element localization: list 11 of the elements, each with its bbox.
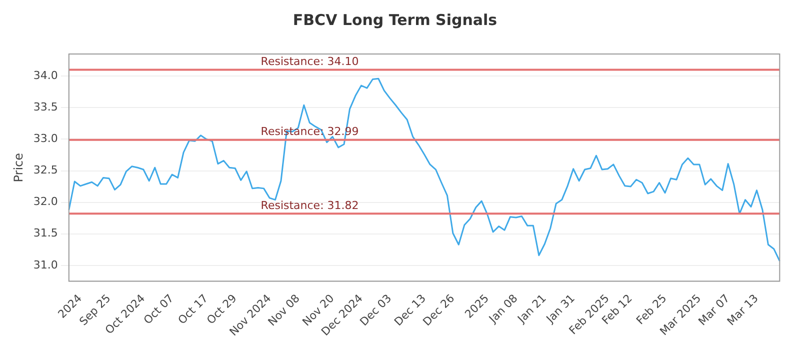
- y-tick-label: 33.5: [33, 100, 58, 114]
- ref-line-label: Resistance: 31.82: [260, 199, 359, 212]
- y-tick-label: 34.0: [33, 68, 58, 82]
- ref-line-label: Resistance: 34.10: [260, 55, 359, 68]
- y-axis-title: Price: [11, 152, 26, 182]
- y-tick-label: 32.5: [33, 164, 58, 177]
- y-tick-label: 31.0: [33, 258, 58, 272]
- y-tick-label: 32.0: [33, 195, 58, 208]
- chart-title: FBCV Long Term Signals: [292, 10, 498, 29]
- y-tick-label: 31.5: [33, 226, 58, 240]
- y-tick-label: 33.0: [33, 132, 58, 146]
